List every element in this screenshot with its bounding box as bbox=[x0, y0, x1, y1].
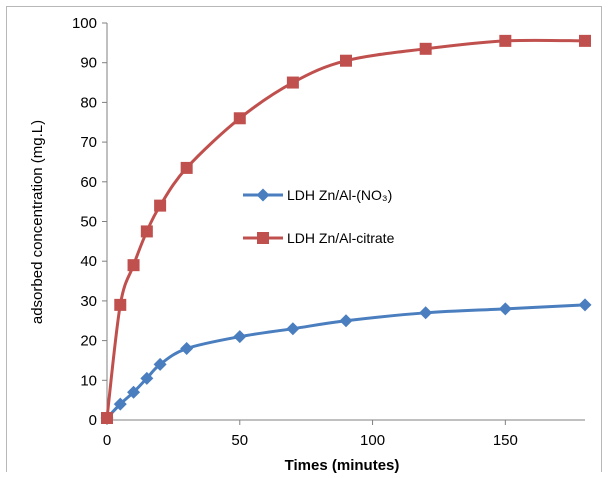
chart-frame bbox=[6, 6, 602, 472]
y-axis-label: adsorbed concentration (mg.L) bbox=[29, 120, 46, 324]
y-tick-label: 10 bbox=[80, 372, 97, 389]
data-point bbox=[419, 42, 432, 55]
data-point bbox=[140, 371, 154, 385]
data-point bbox=[154, 199, 167, 212]
data-point bbox=[233, 112, 246, 125]
legend: LDH Zn/Al-(NO₃) LDH Zn/Al-citrate bbox=[243, 187, 395, 246]
data-point bbox=[286, 322, 300, 336]
data-point bbox=[153, 357, 167, 371]
x-tick-label: 50 bbox=[231, 432, 248, 449]
data-point bbox=[499, 34, 512, 47]
data-point bbox=[339, 314, 353, 328]
y-tick-label: 80 bbox=[80, 94, 97, 111]
y-tick-label: 30 bbox=[80, 293, 97, 310]
legend-label: LDH Zn/Al-(NO₃) bbox=[287, 187, 392, 203]
legend-item: LDH Zn/Al-citrate bbox=[243, 230, 395, 246]
data-point bbox=[127, 385, 141, 399]
x-tick-label: 0 bbox=[103, 432, 111, 449]
y-tick-label: 90 bbox=[80, 55, 97, 72]
y-tick-label: 50 bbox=[80, 214, 97, 231]
y-tick-label: 0 bbox=[89, 412, 97, 429]
x-tick-label: 150 bbox=[493, 432, 518, 449]
data-point bbox=[180, 161, 193, 174]
data-point bbox=[579, 34, 591, 47]
series-layer bbox=[100, 34, 592, 425]
x-tick-label: 100 bbox=[360, 432, 385, 449]
axes bbox=[106, 23, 585, 421]
data-point bbox=[140, 225, 153, 238]
data-point bbox=[419, 306, 433, 320]
data-point bbox=[101, 412, 113, 425]
data-point bbox=[498, 302, 512, 316]
data-point bbox=[286, 76, 299, 89]
legend-marker bbox=[257, 232, 269, 244]
series-line bbox=[105, 38, 586, 419]
legend-label: LDH Zn/Al-citrate bbox=[287, 230, 395, 246]
data-point bbox=[114, 298, 127, 311]
y-tick-label: 100 bbox=[72, 15, 97, 32]
data-point bbox=[578, 298, 592, 312]
series-citrate bbox=[101, 34, 591, 425]
y-axis-ticks: 0 10 20 30 40 50 60 70 80 90 100 bbox=[72, 15, 107, 429]
data-point bbox=[340, 54, 352, 67]
y-tick-label: 70 bbox=[80, 134, 97, 151]
y-tick-label: 20 bbox=[80, 333, 97, 350]
legend-marker bbox=[256, 188, 270, 202]
data-point bbox=[180, 342, 194, 356]
data-point bbox=[113, 397, 127, 411]
series-nitrate bbox=[100, 298, 592, 425]
y-tick-label: 40 bbox=[80, 253, 97, 270]
legend-item: LDH Zn/Al-(NO₃) bbox=[243, 187, 392, 203]
y-tick-label: 60 bbox=[80, 174, 97, 191]
x-axis-label: Times (minutes) bbox=[285, 457, 400, 474]
data-point bbox=[233, 330, 247, 344]
x-axis-ticks: 0 50 100 150 bbox=[103, 420, 518, 449]
data-point bbox=[127, 259, 140, 272]
